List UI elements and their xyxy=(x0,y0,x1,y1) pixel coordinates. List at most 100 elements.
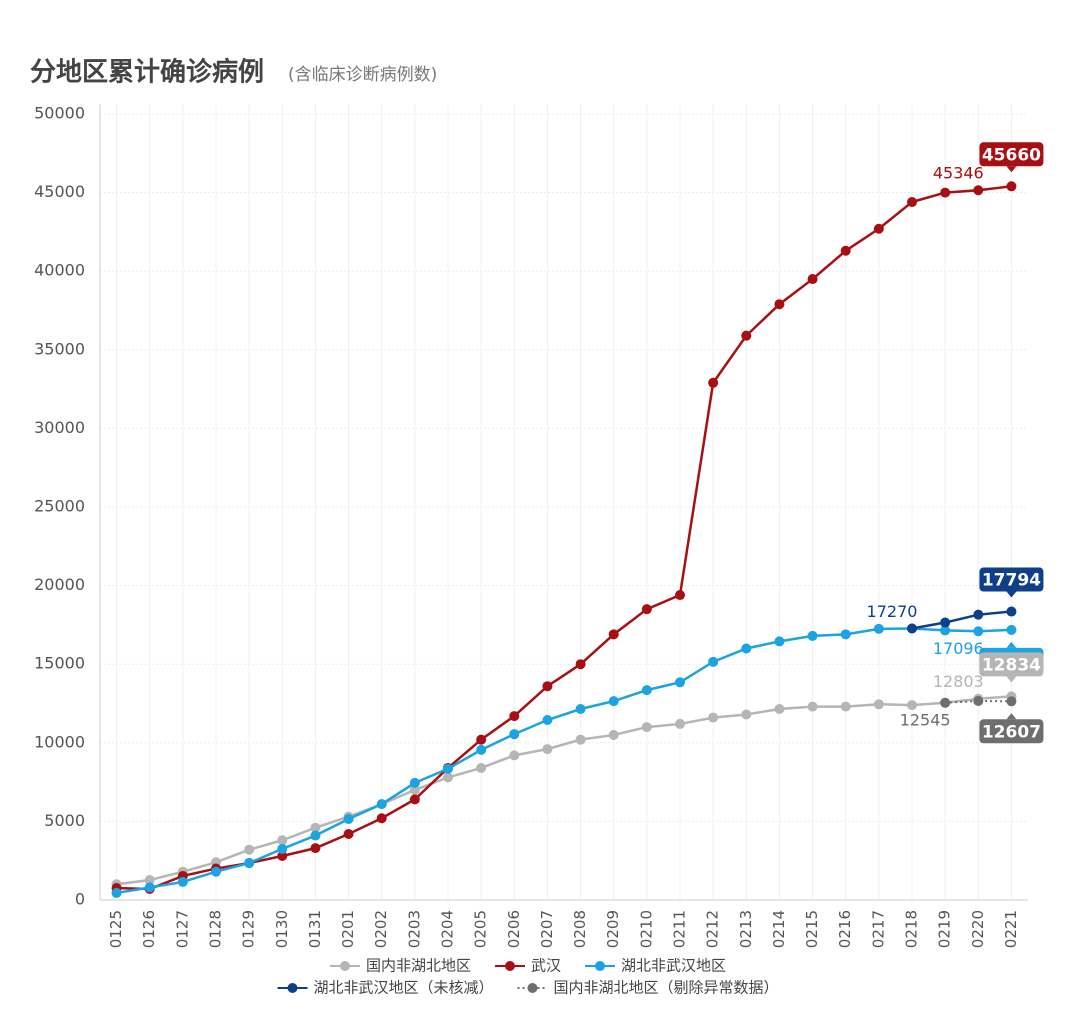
value-box: 45660 xyxy=(979,142,1044,173)
series-point xyxy=(840,245,851,256)
series-point xyxy=(1006,606,1017,617)
series-point xyxy=(873,623,884,634)
value-box: 12834 xyxy=(979,652,1044,683)
x-tick-label: 0211 xyxy=(671,910,689,948)
series-line xyxy=(945,699,1012,704)
value-label: 12545 xyxy=(900,710,951,729)
series-point xyxy=(973,695,984,706)
series-line xyxy=(911,610,1012,630)
series-point xyxy=(144,882,155,893)
series-point xyxy=(940,697,951,708)
value-box-pointer xyxy=(1006,591,1017,598)
series-point xyxy=(1006,181,1017,192)
value-box-pointer xyxy=(1006,166,1017,173)
x-tick-label: 0126 xyxy=(140,910,158,948)
series-point xyxy=(641,722,652,733)
x-tick-label: 0128 xyxy=(207,910,225,948)
series-point xyxy=(940,617,951,628)
series-point xyxy=(343,814,354,825)
series-point xyxy=(1006,624,1017,635)
series-point xyxy=(973,626,984,637)
series-point xyxy=(708,712,719,723)
series-point xyxy=(873,223,884,234)
value-box-bg xyxy=(979,567,1044,592)
y-tick-label: 30000 xyxy=(34,418,85,437)
legend-point xyxy=(505,961,515,971)
value-box-pointer xyxy=(1006,676,1017,683)
y-tick-label: 0 xyxy=(75,890,85,909)
series-point xyxy=(277,850,288,861)
x-tick-label: 0221 xyxy=(1002,910,1020,948)
series-point xyxy=(409,777,420,788)
y-tick-label: 5000 xyxy=(44,811,85,830)
series-point xyxy=(310,822,321,833)
value-box-label: 12607 xyxy=(982,722,1041,742)
x-tick-label: 0210 xyxy=(637,910,655,948)
series-point xyxy=(708,377,719,388)
x-tick-label: 0201 xyxy=(339,910,357,948)
legend-label: 武汉 xyxy=(531,957,561,975)
series-point xyxy=(542,744,553,755)
x-tick-label: 0130 xyxy=(273,910,291,948)
x-tick-label: 0215 xyxy=(803,910,821,948)
series-point xyxy=(741,330,752,341)
series-point xyxy=(774,704,785,715)
series-line xyxy=(116,627,1012,895)
series-point xyxy=(310,843,321,854)
series-point xyxy=(641,685,652,696)
series-point xyxy=(509,729,520,740)
legend-point xyxy=(287,983,298,993)
series-point xyxy=(443,772,453,783)
series-point xyxy=(840,629,851,640)
x-tick-label: 0206 xyxy=(505,910,523,948)
x-tick-label: 0208 xyxy=(571,910,589,948)
value-box-bg xyxy=(979,142,1044,167)
series-point xyxy=(873,699,884,710)
series-point xyxy=(774,299,785,310)
series-point xyxy=(840,701,851,712)
series-point xyxy=(476,744,487,755)
series-point xyxy=(608,629,619,640)
y-tick-label: 40000 xyxy=(34,261,85,280)
series-point xyxy=(675,590,685,601)
value-box-label: 45660 xyxy=(982,145,1041,165)
x-tick-label: 0220 xyxy=(969,910,987,948)
y-tick-label: 20000 xyxy=(34,575,85,594)
series-point xyxy=(741,643,752,654)
series-point xyxy=(675,718,685,729)
series-point xyxy=(807,630,818,641)
y-tick-label: 50000 xyxy=(34,104,85,123)
series-point xyxy=(376,799,387,810)
series-point xyxy=(940,625,951,636)
x-tick-label: 0202 xyxy=(372,910,390,948)
x-tick-label: 0203 xyxy=(405,910,423,948)
series-point xyxy=(608,729,619,740)
chart-title: 分地区累计确诊病例 xyxy=(30,57,264,88)
x-tick-label: 0129 xyxy=(240,910,258,948)
value-label: 45346 xyxy=(933,164,984,183)
series-point xyxy=(542,681,553,692)
value-box-pointer xyxy=(1006,641,1017,648)
value-box-label: 17794 xyxy=(982,571,1041,591)
legend-point xyxy=(340,961,350,971)
series-point xyxy=(608,696,619,707)
value-box-bg xyxy=(979,719,1044,744)
legend-label: 国内非湖北地区 xyxy=(366,957,471,975)
series-point xyxy=(1006,696,1017,707)
x-tick-label: 0209 xyxy=(604,910,622,948)
series-point xyxy=(708,656,719,667)
value-label: 17270 xyxy=(867,602,918,621)
series-point xyxy=(907,197,917,208)
series-point xyxy=(907,700,917,711)
series-point xyxy=(675,677,685,688)
value-box-bg xyxy=(979,652,1044,677)
series-point xyxy=(244,858,255,869)
series-point xyxy=(211,866,221,877)
legend-label: 湖北非武汉地区 xyxy=(621,957,726,975)
legend-point xyxy=(595,961,605,971)
legend-point xyxy=(527,983,538,993)
legend-label: 国内非湖北地区（剔除异常数据） xyxy=(554,979,779,997)
series-point xyxy=(973,609,984,620)
x-tick-label: 0127 xyxy=(173,910,191,948)
series-point xyxy=(277,843,288,854)
